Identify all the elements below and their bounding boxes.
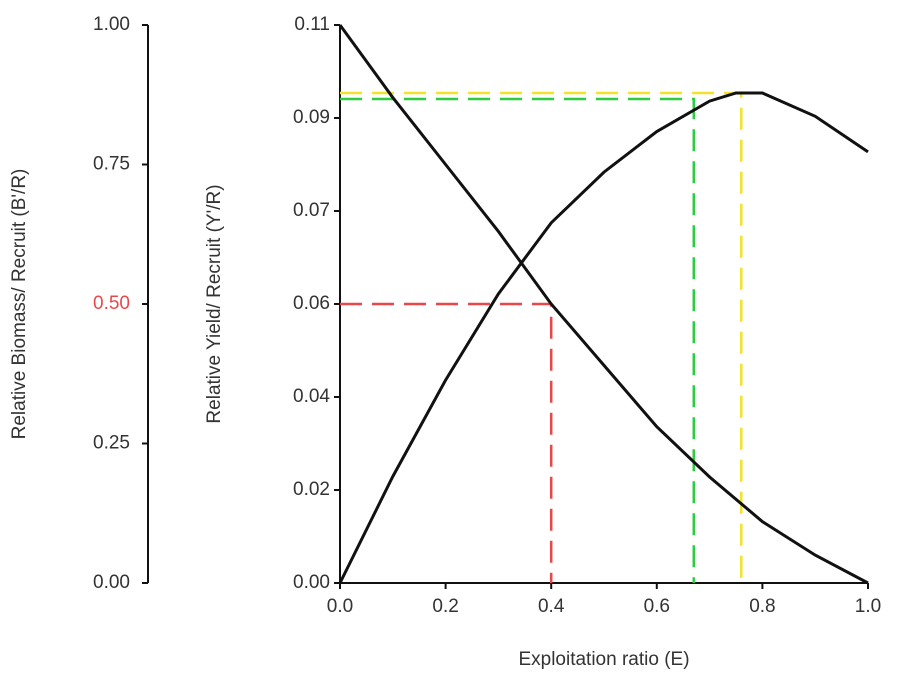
- y-tick-label: 0.09: [293, 107, 330, 128]
- reference-line: [340, 302, 553, 583]
- reference-line: [340, 91, 743, 583]
- x-tick-label: 1.0: [855, 596, 881, 617]
- y2-tick-label: 0.25: [93, 433, 130, 454]
- y-tick-label: 0.00: [293, 572, 330, 593]
- series-line: [338, 24, 869, 585]
- y-axis-label: Relative Yield/ Recruit (Y'/R): [204, 184, 225, 423]
- x-tick-label: 0.0: [327, 596, 353, 617]
- y-tick-label: 0.06: [293, 293, 330, 314]
- y-tick-label: 0.11: [294, 14, 330, 35]
- y-tick-label: 0.04: [293, 386, 330, 407]
- y2-tick-label: 1.00: [93, 14, 130, 35]
- y2-axis-label: Relative Biomass/ Recruit (B'/R): [9, 169, 30, 440]
- x-tick-label: 0.6: [644, 596, 670, 617]
- y2-tick-label: 0.50: [93, 293, 130, 314]
- x-tick-label: 0.2: [432, 596, 458, 617]
- y2-tick-label: 0.75: [93, 154, 130, 175]
- x-tick-label: 0.8: [749, 596, 775, 617]
- x-axis-label: Exploitation ratio (E): [518, 649, 689, 670]
- y-tick-label: 0.02: [293, 479, 330, 500]
- reference-line: [340, 97, 696, 583]
- y-tick-label: 0.07: [293, 200, 330, 221]
- series-line: [338, 91, 869, 584]
- x-tick-label: 0.4: [538, 596, 565, 617]
- y2-tick-label: 0.00: [93, 572, 130, 593]
